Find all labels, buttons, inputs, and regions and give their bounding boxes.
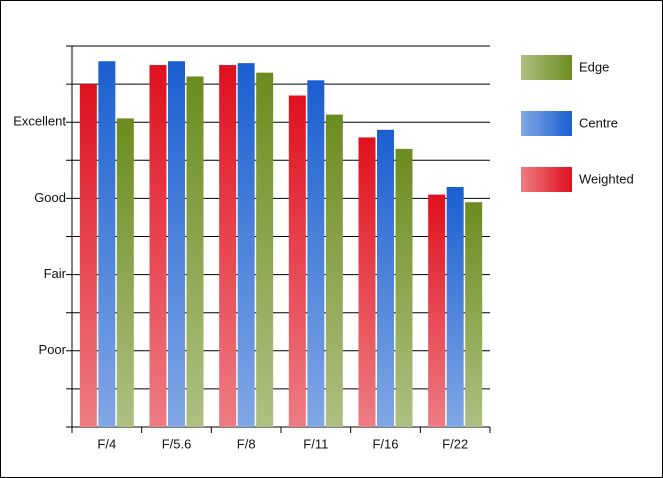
bar: [358, 137, 376, 427]
bar: [186, 76, 204, 427]
bar: [395, 148, 413, 427]
legend-swatch: [521, 167, 572, 192]
bar: [116, 118, 134, 427]
bar: [465, 202, 483, 427]
legend-label: Edge: [579, 59, 609, 74]
legend-swatch: [521, 111, 572, 136]
bar: [219, 65, 237, 428]
bar: [149, 65, 167, 428]
legend-label: Centre: [579, 115, 618, 130]
y-tick-label: Excellent: [13, 114, 66, 129]
bar: [446, 186, 464, 427]
x-tick-label: F/11: [303, 436, 328, 451]
x-tick-label: F/8: [237, 436, 256, 451]
bar: [256, 72, 274, 428]
legend-label: Weighted: [579, 171, 634, 186]
bar: [307, 80, 325, 427]
bar: [325, 114, 343, 427]
y-tick-label: Poor: [39, 342, 67, 357]
bar: [288, 95, 306, 427]
legend-swatch: [521, 55, 572, 80]
x-tick-label: F/5.6: [162, 436, 192, 451]
x-tick-label: F/16: [372, 436, 398, 451]
bar: [98, 61, 116, 428]
y-tick-label: Fair: [44, 266, 67, 281]
x-tick-label: F/22: [442, 436, 468, 451]
bar: [377, 129, 394, 427]
bar: [428, 194, 446, 427]
bar: [79, 84, 97, 427]
x-tick-label: F/4: [97, 436, 116, 451]
bar: [237, 63, 255, 428]
y-tick-label: Good: [34, 190, 66, 205]
bar: [168, 61, 185, 428]
